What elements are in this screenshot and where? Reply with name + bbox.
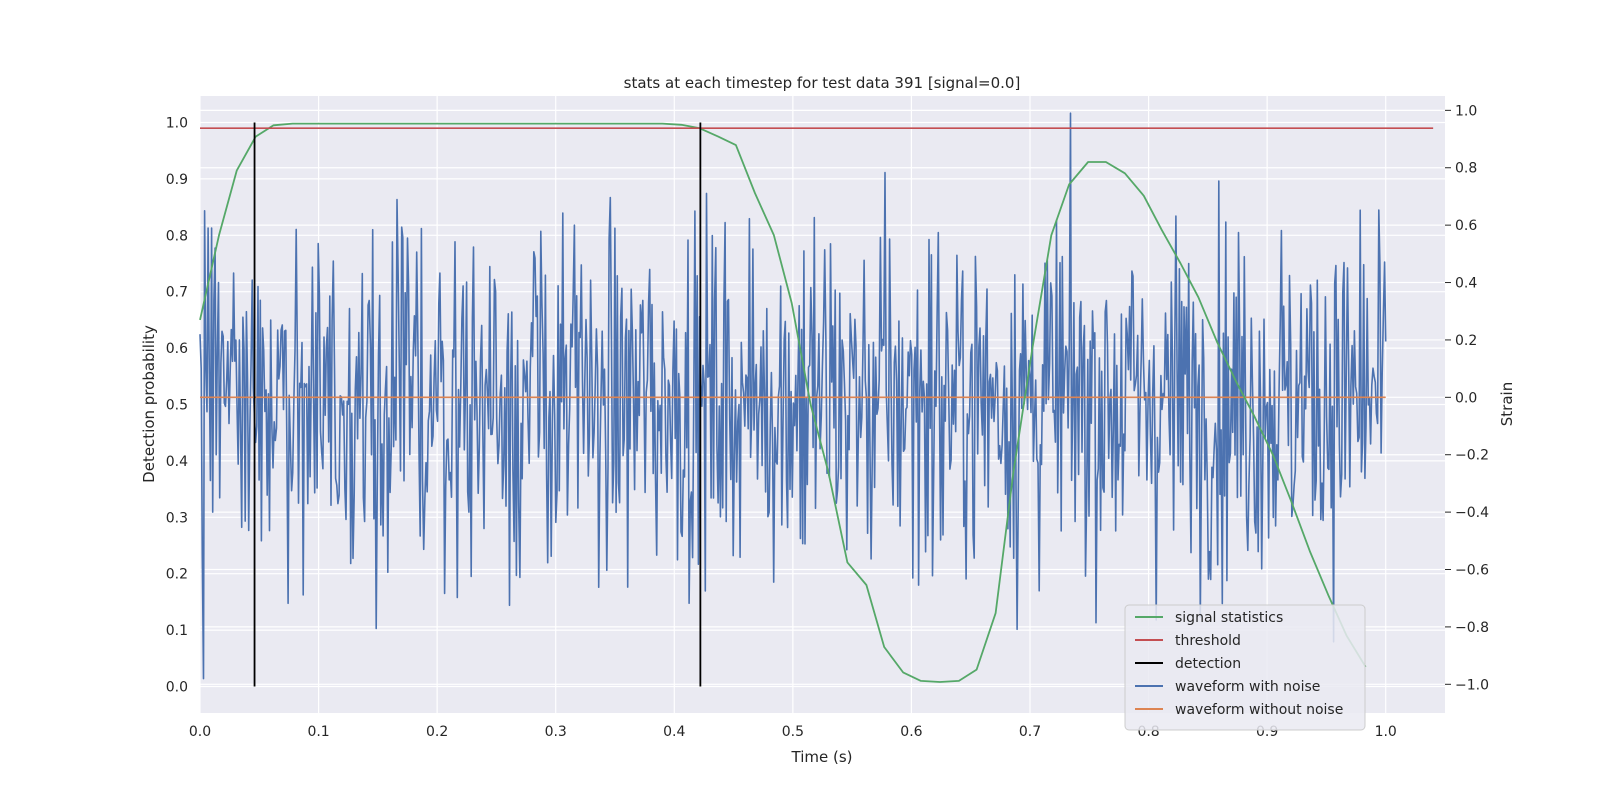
y2-tick-label-8: 0.6	[1455, 218, 1477, 234]
legend-box	[1124, 604, 1366, 731]
y-tick-label-4: 0.4	[166, 454, 188, 470]
y2-tick-label-5: 0.0	[1455, 390, 1477, 406]
legend-label-3: waveform with noise	[1175, 679, 1320, 695]
x-tick-label-5: 0.5	[782, 724, 804, 740]
axes: 0.0 0.1 0.2 0.3 0.4 0.5 0.6 0.7 0.8 0.9 1.0 0.0 0.1 0…	[166, 103, 1489, 740]
series-layer	[199, 112, 1434, 687]
y-tick-label-9: 0.9	[166, 172, 188, 188]
legend-label-1: threshold	[1175, 633, 1241, 649]
chart-title: stats at each timestep for test data 391…	[624, 74, 1021, 92]
y2-tick-label-3: −0.4	[1455, 505, 1489, 521]
y-tick-label-7: 0.7	[166, 285, 188, 301]
series-signal-statistics	[199, 122, 1367, 683]
x-tick-label-0: 0.0	[189, 724, 211, 740]
x-tick-label-3: 0.3	[545, 724, 567, 740]
legend-label-2: detection	[1175, 656, 1241, 672]
y-tick-label-5: 0.5	[166, 398, 188, 414]
y2-axis-label: Strain	[1498, 382, 1516, 426]
legend-label-0: signal statistics	[1175, 610, 1283, 626]
y-tick-label-6: 0.6	[166, 341, 188, 357]
x-tick-label-4: 0.4	[663, 724, 685, 740]
y2-tick-label-9: 0.8	[1455, 161, 1477, 177]
x-tick-label-2: 0.2	[426, 724, 448, 740]
x-axis-label: Time (s)	[791, 748, 853, 766]
y-tick-label-10: 1.0	[166, 116, 188, 132]
y-tick-label-8: 0.8	[166, 228, 188, 244]
y2-tick-label-0: −1.0	[1455, 677, 1489, 693]
y-tick-label-0: 0.0	[166, 679, 188, 695]
series-waveform-with-noise	[199, 112, 1387, 680]
y2-tick-label-1: −0.8	[1455, 620, 1489, 636]
y2-tick-label-10: 1.0	[1455, 103, 1477, 119]
y2-tick-label-7: 0.4	[1455, 276, 1477, 292]
y-axis-label: Detection probability	[140, 325, 158, 483]
y-tick-label-3: 0.3	[166, 510, 188, 526]
x-tick-label-7: 0.7	[1019, 724, 1041, 740]
y-tick-label-1: 0.1	[166, 623, 188, 639]
x-tick-label-6: 0.6	[900, 724, 922, 740]
y2-tick-label-4: −0.2	[1455, 448, 1489, 464]
legend: signal statistics threshold detection wavef…	[1124, 604, 1366, 731]
legend-label-4: waveform without noise	[1175, 702, 1343, 718]
y2-tick-label-2: −0.6	[1455, 563, 1489, 579]
x-tick-label-1: 0.1	[307, 724, 329, 740]
y2-tick-label-6: 0.2	[1455, 333, 1477, 349]
x-tick-label-10: 1.0	[1375, 724, 1397, 740]
y-tick-label-2: 0.2	[166, 567, 188, 583]
